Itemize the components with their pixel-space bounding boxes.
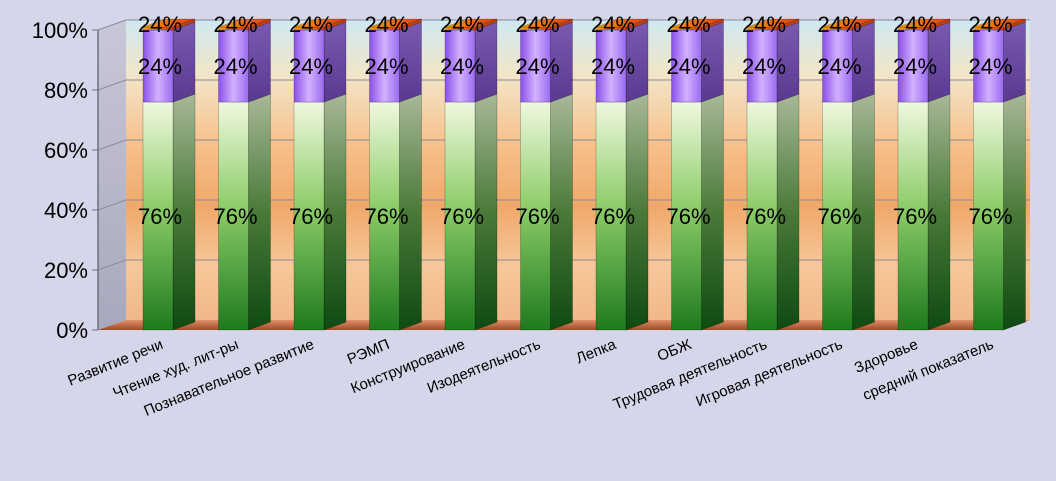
category-label: Лепка xyxy=(574,336,619,368)
bars xyxy=(142,18,1026,331)
bar-top xyxy=(595,18,649,28)
data-label: 76% xyxy=(515,204,559,229)
gridline xyxy=(97,19,1030,31)
data-labels: 76% 24% 24% 76% 24% 24% 76% 24% 24% 76% 24% 24% 76% 2… xyxy=(138,12,1013,229)
bar-segment xyxy=(822,29,853,103)
data-label: 76% xyxy=(893,204,937,229)
bar-top xyxy=(746,18,800,28)
data-label: 24% xyxy=(289,54,333,79)
data-label: 76% xyxy=(213,204,257,229)
bar-segment xyxy=(897,29,929,103)
gridline xyxy=(97,199,1030,211)
data-label: 24% xyxy=(893,54,937,79)
data-label: 24% xyxy=(440,12,484,37)
data-label: 24% xyxy=(817,54,861,79)
data-label: 24% xyxy=(440,54,484,79)
bar-segment xyxy=(520,101,551,331)
data-label: 24% xyxy=(591,12,635,37)
category-label: средний показатель xyxy=(860,336,996,404)
bar-segment xyxy=(520,29,551,103)
bar-segment xyxy=(973,101,1004,331)
data-label: 24% xyxy=(666,54,710,79)
data-label: 24% xyxy=(666,12,710,37)
bar-segment xyxy=(444,101,476,331)
data-label: 24% xyxy=(364,12,408,37)
category-label: ОБЖ xyxy=(655,336,694,365)
data-label: 76% xyxy=(742,204,786,229)
bar-top xyxy=(142,18,196,28)
data-label: 24% xyxy=(817,12,861,37)
data-label: 76% xyxy=(440,204,484,229)
data-label: 24% xyxy=(138,12,182,37)
bar-top xyxy=(671,18,724,28)
data-label: 24% xyxy=(515,54,559,79)
y-tick-label: 80% xyxy=(44,78,88,103)
bar-segment xyxy=(973,29,1004,103)
bar-segment xyxy=(444,29,476,103)
data-label: 24% xyxy=(742,54,786,79)
data-label: 76% xyxy=(591,204,635,229)
bar-top xyxy=(897,18,951,28)
data-label: 76% xyxy=(289,204,333,229)
data-label: 24% xyxy=(364,54,408,79)
data-label: 24% xyxy=(591,54,635,79)
bar-top xyxy=(444,18,498,28)
category-label: РЭМП xyxy=(345,336,392,368)
y-tick-label: 100% xyxy=(32,18,88,43)
bar-segment xyxy=(218,101,249,331)
bar-segment xyxy=(671,101,702,331)
data-label: 24% xyxy=(213,54,257,79)
bar-top xyxy=(218,18,271,28)
gridline xyxy=(97,79,1030,91)
y-tick-label: 0% xyxy=(56,318,88,343)
gridline xyxy=(97,139,1030,151)
bar-top xyxy=(822,18,875,28)
data-label: 76% xyxy=(968,204,1012,229)
data-label: 24% xyxy=(213,12,257,37)
bar-segment xyxy=(142,29,174,103)
bar-segment xyxy=(142,101,174,331)
bar-segment xyxy=(293,29,325,103)
data-label: 24% xyxy=(742,12,786,37)
data-label: 76% xyxy=(138,204,182,229)
bar-segment xyxy=(369,101,400,331)
bar-segment xyxy=(293,101,325,331)
back-wall xyxy=(126,20,1030,320)
bar-top xyxy=(369,18,422,28)
side-wall xyxy=(98,20,126,330)
data-label: 76% xyxy=(666,204,710,229)
bar-segment xyxy=(822,101,853,331)
gridline xyxy=(97,259,1030,271)
bar-segment xyxy=(897,101,929,331)
y-tick-label: 60% xyxy=(44,138,88,163)
data-label: 76% xyxy=(817,204,861,229)
data-label: 76% xyxy=(364,204,408,229)
bar-top xyxy=(293,18,347,28)
y-axis: 0% 20% 40% 60% 80% 100% xyxy=(32,18,1030,343)
bar-segment xyxy=(218,29,249,103)
data-label: 24% xyxy=(968,12,1012,37)
bar-top xyxy=(973,18,1026,28)
bar-segment xyxy=(746,29,778,103)
y-tick-label: 20% xyxy=(44,258,88,283)
bar-top xyxy=(520,18,573,28)
data-label: 24% xyxy=(893,12,937,37)
bar-segment xyxy=(595,29,627,103)
y-tick-label: 40% xyxy=(44,198,88,223)
data-label: 24% xyxy=(968,54,1012,79)
data-label: 24% xyxy=(138,54,182,79)
data-label: 24% xyxy=(289,12,333,37)
bar-segment xyxy=(746,101,778,331)
data-label: 24% xyxy=(515,12,559,37)
